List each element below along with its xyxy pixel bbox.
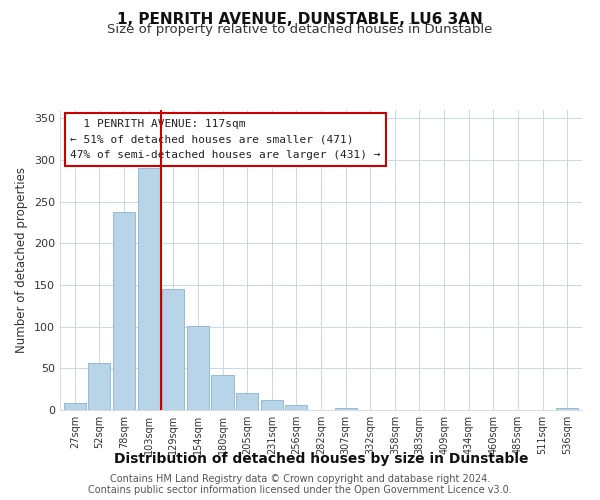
Bar xyxy=(556,408,578,410)
Bar xyxy=(211,375,233,410)
Bar xyxy=(236,394,258,410)
Bar xyxy=(187,326,209,410)
Bar xyxy=(88,362,110,410)
Y-axis label: Number of detached properties: Number of detached properties xyxy=(16,167,28,353)
Bar xyxy=(137,168,160,410)
Bar xyxy=(162,289,184,410)
Bar xyxy=(113,212,135,410)
Text: Contains HM Land Registry data © Crown copyright and database right 2024.: Contains HM Land Registry data © Crown c… xyxy=(110,474,490,484)
Bar xyxy=(260,400,283,410)
Bar xyxy=(64,404,86,410)
Text: 1 PENRITH AVENUE: 117sqm  
← 51% of detached houses are smaller (471)
47% of sem: 1 PENRITH AVENUE: 117sqm ← 51% of detach… xyxy=(70,119,381,160)
Text: 1, PENRITH AVENUE, DUNSTABLE, LU6 3AN: 1, PENRITH AVENUE, DUNSTABLE, LU6 3AN xyxy=(117,12,483,28)
Bar xyxy=(285,405,307,410)
Bar xyxy=(335,408,357,410)
Text: Size of property relative to detached houses in Dunstable: Size of property relative to detached ho… xyxy=(107,22,493,36)
Text: Distribution of detached houses by size in Dunstable: Distribution of detached houses by size … xyxy=(114,452,528,466)
Text: Contains public sector information licensed under the Open Government Licence v3: Contains public sector information licen… xyxy=(88,485,512,495)
